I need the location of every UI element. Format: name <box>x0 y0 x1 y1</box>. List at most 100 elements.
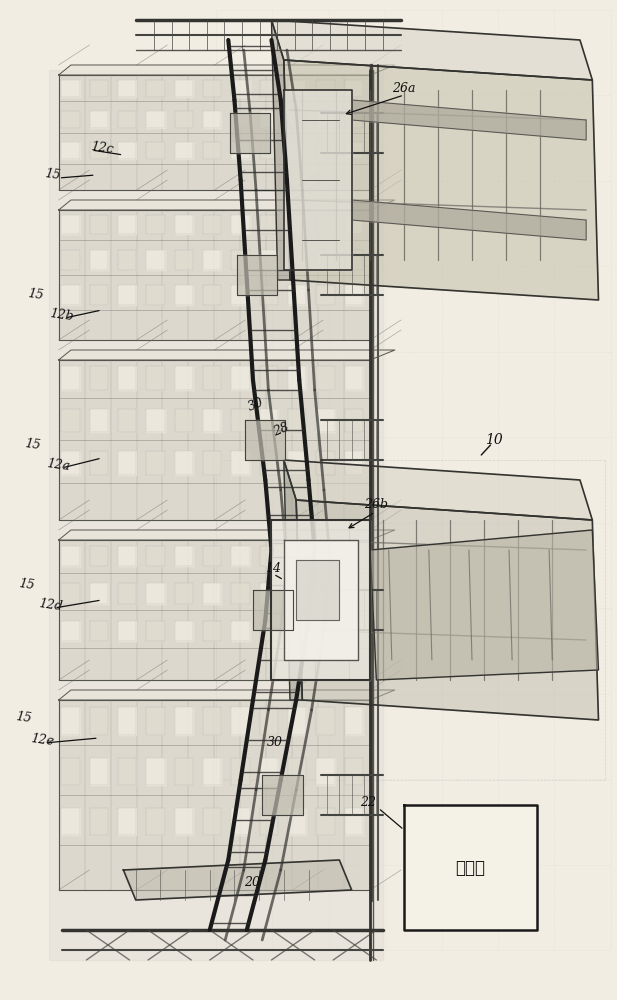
Text: 20: 20 <box>244 876 260 888</box>
Polygon shape <box>59 700 370 890</box>
Polygon shape <box>175 707 193 735</box>
Polygon shape <box>288 111 306 128</box>
Polygon shape <box>262 775 302 815</box>
Polygon shape <box>175 215 193 234</box>
Polygon shape <box>62 707 80 735</box>
Polygon shape <box>118 215 136 234</box>
Polygon shape <box>284 90 352 270</box>
Polygon shape <box>231 80 250 97</box>
Polygon shape <box>345 142 363 159</box>
Polygon shape <box>62 451 80 475</box>
Text: 15: 15 <box>24 437 41 453</box>
Polygon shape <box>203 142 222 159</box>
Text: 15: 15 <box>44 167 61 183</box>
Polygon shape <box>90 366 108 390</box>
Polygon shape <box>230 112 270 152</box>
Polygon shape <box>90 758 108 785</box>
Polygon shape <box>62 250 80 269</box>
Polygon shape <box>146 808 165 835</box>
Text: 30: 30 <box>246 396 266 414</box>
Polygon shape <box>146 758 165 785</box>
Polygon shape <box>146 366 165 390</box>
Polygon shape <box>90 409 108 432</box>
Polygon shape <box>146 285 165 304</box>
Polygon shape <box>118 366 136 390</box>
Polygon shape <box>288 366 306 390</box>
Polygon shape <box>175 583 193 604</box>
Polygon shape <box>231 583 250 604</box>
Polygon shape <box>203 285 222 304</box>
Polygon shape <box>345 366 363 390</box>
Polygon shape <box>231 250 250 269</box>
Polygon shape <box>90 285 108 304</box>
Polygon shape <box>288 758 306 785</box>
Polygon shape <box>231 707 250 735</box>
Polygon shape <box>203 80 222 97</box>
Polygon shape <box>203 621 222 641</box>
Polygon shape <box>345 451 363 475</box>
Polygon shape <box>231 111 250 128</box>
Text: 26a: 26a <box>392 82 416 95</box>
Polygon shape <box>296 500 598 720</box>
Text: 14: 14 <box>265 561 281 574</box>
Polygon shape <box>345 285 363 304</box>
Polygon shape <box>59 75 370 190</box>
Text: 10: 10 <box>485 433 502 447</box>
Polygon shape <box>260 808 278 835</box>
Polygon shape <box>317 80 334 97</box>
Polygon shape <box>59 360 370 520</box>
Polygon shape <box>231 621 250 641</box>
Polygon shape <box>203 808 222 835</box>
Polygon shape <box>288 409 306 432</box>
Polygon shape <box>118 758 136 785</box>
Polygon shape <box>345 583 363 604</box>
Polygon shape <box>260 285 278 304</box>
Polygon shape <box>175 80 193 97</box>
Polygon shape <box>175 285 193 304</box>
Polygon shape <box>118 111 136 128</box>
Polygon shape <box>288 451 306 475</box>
Polygon shape <box>231 142 250 159</box>
Polygon shape <box>90 707 108 735</box>
Text: 12a: 12a <box>46 457 71 473</box>
Polygon shape <box>317 285 334 304</box>
Polygon shape <box>90 451 108 475</box>
Polygon shape <box>62 215 80 234</box>
Polygon shape <box>118 409 136 432</box>
Polygon shape <box>284 460 302 700</box>
Polygon shape <box>231 758 250 785</box>
Polygon shape <box>345 546 363 566</box>
Polygon shape <box>203 409 222 432</box>
Polygon shape <box>118 451 136 475</box>
Polygon shape <box>317 808 334 835</box>
Polygon shape <box>118 285 136 304</box>
Text: 12e: 12e <box>30 732 54 748</box>
Polygon shape <box>118 250 136 269</box>
Text: 15: 15 <box>27 287 44 303</box>
Polygon shape <box>90 80 108 97</box>
Polygon shape <box>175 111 193 128</box>
Polygon shape <box>317 111 334 128</box>
Polygon shape <box>271 20 290 280</box>
Polygon shape <box>62 111 80 128</box>
Polygon shape <box>146 250 165 269</box>
Text: 12b: 12b <box>49 307 75 323</box>
Polygon shape <box>62 366 80 390</box>
Polygon shape <box>175 409 193 432</box>
Polygon shape <box>175 142 193 159</box>
Polygon shape <box>237 255 277 295</box>
Polygon shape <box>317 583 334 604</box>
Polygon shape <box>288 285 306 304</box>
Polygon shape <box>288 142 306 159</box>
Polygon shape <box>203 758 222 785</box>
Polygon shape <box>231 285 250 304</box>
Polygon shape <box>175 366 193 390</box>
Polygon shape <box>271 520 370 680</box>
Polygon shape <box>271 20 592 80</box>
Polygon shape <box>317 707 334 735</box>
Polygon shape <box>345 808 363 835</box>
Polygon shape <box>345 758 363 785</box>
Polygon shape <box>231 215 250 234</box>
Polygon shape <box>345 215 363 234</box>
Polygon shape <box>345 707 363 735</box>
